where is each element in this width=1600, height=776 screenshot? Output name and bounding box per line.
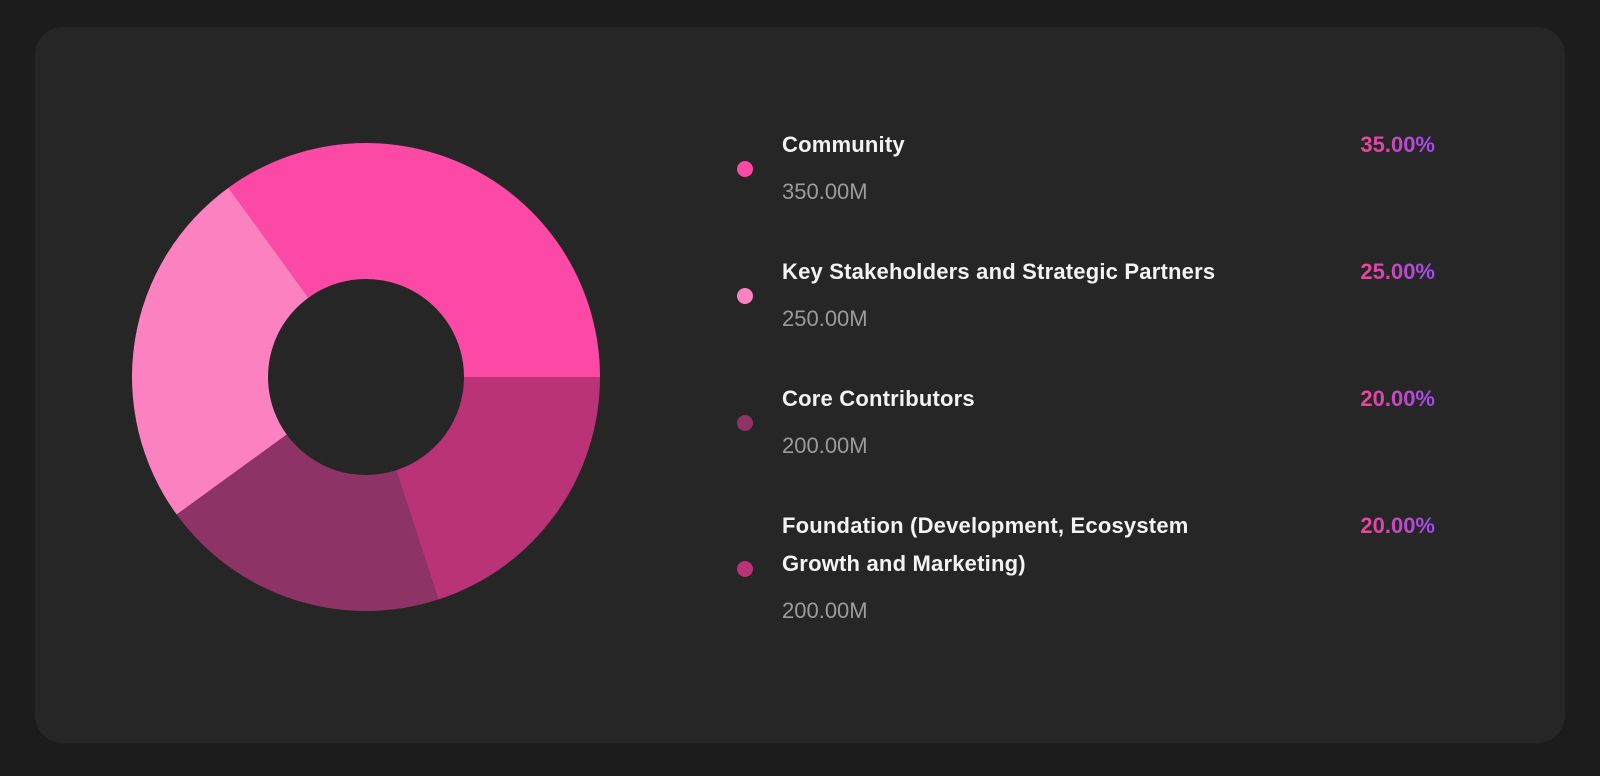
allocation-label: Core Contributors (782, 386, 975, 411)
allocation-amount: 200.00M (782, 433, 868, 458)
token-allocation-card: Community 350.00M 35.00% Key Stakeholder… (35, 27, 1565, 743)
allocation-amount: 350.00M (782, 179, 868, 204)
donut-chart (132, 143, 600, 612)
donut-slice-2[interactable] (176, 434, 439, 612)
allocation-percent: 20.00% (1360, 507, 1435, 545)
legend-color-dot-icon (737, 287, 753, 304)
legend-texts: Foundation (Development, Ecosystem Growt… (782, 507, 1242, 630)
donut-chart-container (132, 143, 600, 612)
allocation-percent: 20.00% (1360, 380, 1435, 418)
allocation-percent: 25.00% (1360, 253, 1435, 291)
allocation-amount: 250.00M (782, 306, 868, 331)
allocation-legend: Community 350.00M 35.00% Key Stakeholder… (737, 126, 1435, 630)
allocation-label: Community (782, 132, 905, 157)
legend-color-dot-icon (737, 160, 753, 177)
donut-slice-0[interactable] (228, 143, 600, 377)
allocation-label: Key Stakeholders and Strategic Partners (782, 259, 1216, 284)
legend-item-key-stakeholders: Key Stakeholders and Strategic Partners … (737, 253, 1435, 338)
legend-color-dot-icon (737, 414, 753, 431)
allocation-amount: 200.00M (782, 598, 868, 623)
legend-texts: Key Stakeholders and Strategic Partners … (782, 253, 1215, 338)
legend-item-community: Community 350.00M 35.00% (737, 126, 1435, 211)
legend-item-foundation: Foundation (Development, Ecosystem Growt… (737, 507, 1435, 630)
legend-texts: Core Contributors 200.00M (782, 380, 975, 465)
allocation-label: Foundation (Development, Ecosystem Growt… (782, 513, 1189, 576)
allocation-percent: 35.00% (1360, 126, 1435, 164)
legend-texts: Community 350.00M (782, 126, 905, 211)
legend-color-dot-icon (737, 560, 753, 577)
legend-item-core-contributors: Core Contributors 200.00M 20.00% (737, 380, 1435, 465)
donut-slice-3[interactable] (396, 377, 600, 600)
donut-slice-1[interactable] (132, 187, 309, 515)
